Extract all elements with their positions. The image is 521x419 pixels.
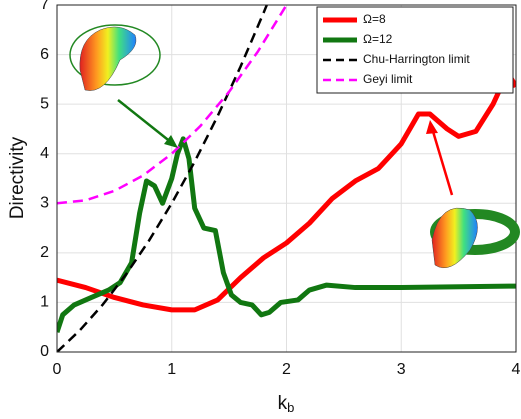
y-tick-label: 4 (40, 145, 49, 162)
y-tick-label: 2 (40, 244, 49, 261)
antenna-illustration (69, 24, 178, 148)
series-line (57, 136, 516, 333)
x-tick-label: 4 (512, 361, 521, 378)
y-tick-label: 5 (40, 95, 49, 112)
series-line (57, 74, 516, 313)
x-tick-label: 0 (53, 361, 62, 378)
legend-label: Chu-Harrington limit (363, 52, 470, 66)
series-line (57, 5, 288, 205)
legend-label: Ω=12 (363, 32, 393, 46)
y-tick-label: 3 (40, 195, 49, 212)
x-label-main: k (278, 393, 288, 414)
x-tick-label: 2 (282, 361, 291, 378)
legend-label: Geyi limit (363, 72, 413, 86)
x-tick-label: 1 (167, 361, 176, 378)
y-tick-label: 6 (40, 46, 49, 63)
series-line (57, 5, 269, 352)
x-axis-label: kb (278, 393, 295, 415)
y-tick-label: 0 (40, 343, 49, 360)
y-tick-label: 7 (40, 0, 49, 13)
y-tick-label: 1 (40, 294, 49, 311)
plot-frame (56, 4, 517, 353)
y-axis-label: Directivity (7, 136, 28, 219)
antenna-illustration (426, 120, 520, 269)
legend-label: Ω=8 (363, 12, 386, 26)
x-tick-label: 3 (397, 361, 406, 378)
x-label-sub: b (287, 400, 294, 415)
